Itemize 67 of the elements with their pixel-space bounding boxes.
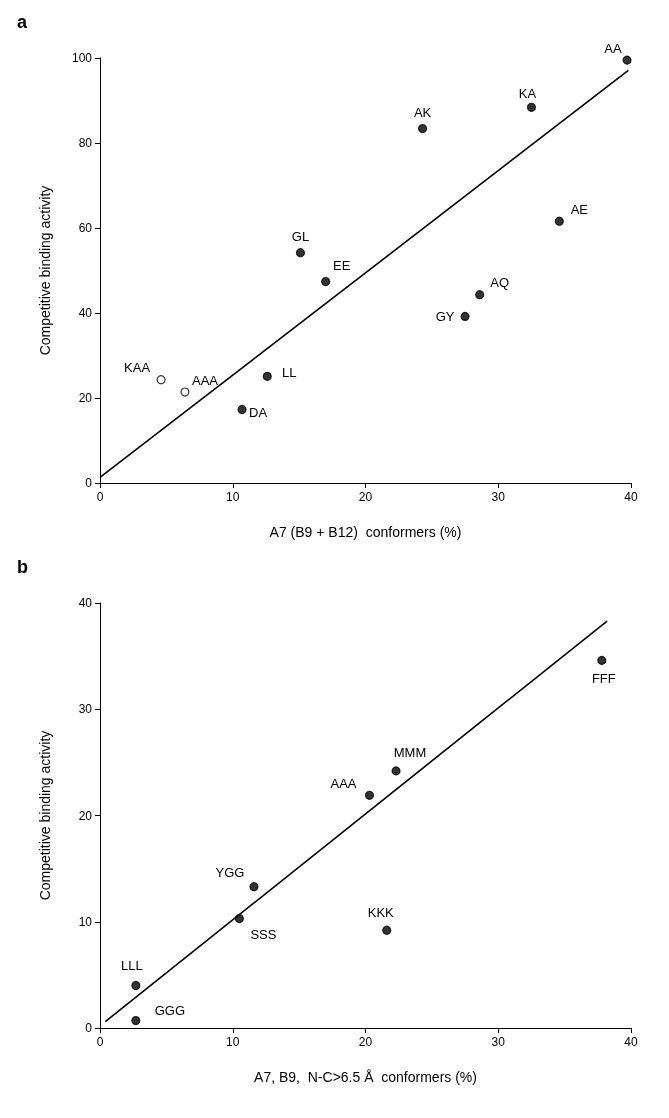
point bbox=[554, 216, 564, 226]
point bbox=[131, 1015, 141, 1026]
chart-title: a bbox=[17, 12, 28, 32]
annotation: DA bbox=[249, 404, 268, 420]
point bbox=[417, 123, 428, 134]
point bbox=[526, 102, 537, 112]
annotation: LLL bbox=[120, 958, 143, 973]
y-axis-title: Competitive binding activity bbox=[37, 185, 53, 356]
y-tick-label: 60 bbox=[78, 221, 93, 235]
point bbox=[295, 248, 306, 258]
point bbox=[321, 276, 331, 287]
point bbox=[180, 387, 190, 397]
point bbox=[156, 375, 166, 385]
annotation: AAA bbox=[191, 372, 219, 388]
annotation: KA bbox=[518, 85, 537, 101]
y-tick-label: 20 bbox=[78, 808, 93, 823]
point bbox=[131, 980, 141, 991]
annotation: AAA bbox=[330, 775, 357, 791]
annotation: KAA bbox=[124, 360, 151, 376]
y-tick-label: 10 bbox=[78, 914, 93, 929]
x-tick-label: 10 bbox=[226, 490, 240, 504]
x-tick-label: 0 bbox=[96, 1035, 104, 1049]
x-tick-label: 0 bbox=[96, 490, 104, 504]
annotation: GY bbox=[435, 308, 455, 324]
x-axis-title: A7 (B9 + B12) conformers (%) bbox=[269, 524, 462, 540]
annotation: MMM bbox=[393, 745, 427, 761]
point bbox=[262, 371, 272, 381]
x-tick-label: 20 bbox=[358, 490, 373, 504]
y-tick-label: 40 bbox=[78, 596, 93, 610]
annotation: AE bbox=[570, 201, 589, 217]
point bbox=[364, 790, 375, 800]
annotation: AA bbox=[604, 40, 623, 56]
y-tick-label: 100 bbox=[71, 51, 93, 65]
x-tick-label: 30 bbox=[491, 490, 506, 504]
y-axis-title: Competitive binding activity bbox=[37, 730, 53, 901]
y-tick-label: 40 bbox=[78, 306, 93, 320]
annotation: AK bbox=[413, 105, 432, 121]
x-tick-label: 40 bbox=[624, 490, 638, 504]
annotation: FFF bbox=[591, 670, 616, 686]
point bbox=[237, 404, 247, 415]
x-tick-label: 20 bbox=[358, 1035, 373, 1049]
annotation: EE bbox=[333, 258, 351, 274]
annotation: GGG bbox=[154, 1003, 186, 1019]
point bbox=[622, 55, 632, 65]
annotation: YGG bbox=[215, 865, 245, 881]
annotation: GL bbox=[291, 229, 310, 245]
y-tick-label: 80 bbox=[78, 136, 93, 150]
point bbox=[382, 925, 392, 935]
chart-title: b bbox=[17, 557, 28, 577]
x-tick-label: 10 bbox=[226, 1035, 240, 1049]
point bbox=[249, 882, 259, 892]
annotation: LL bbox=[282, 364, 297, 380]
annotation: SSS bbox=[250, 927, 277, 943]
x-tick-label: 40 bbox=[624, 1035, 638, 1049]
point bbox=[460, 311, 470, 321]
y-tick-label: 0 bbox=[85, 476, 93, 490]
point bbox=[391, 766, 401, 776]
point bbox=[597, 655, 607, 665]
point bbox=[234, 913, 244, 924]
y-tick-label: 0 bbox=[85, 1021, 93, 1035]
annotation: AQ bbox=[490, 275, 510, 291]
x-axis-title: A7, B9, N-C>6.5 Å conformers (%) bbox=[254, 1069, 477, 1085]
annotation: KKK bbox=[367, 904, 395, 920]
point bbox=[475, 290, 485, 300]
y-tick-label: 30 bbox=[78, 702, 93, 717]
y-tick-label: 20 bbox=[78, 391, 93, 405]
x-tick-label: 30 bbox=[491, 1035, 506, 1049]
